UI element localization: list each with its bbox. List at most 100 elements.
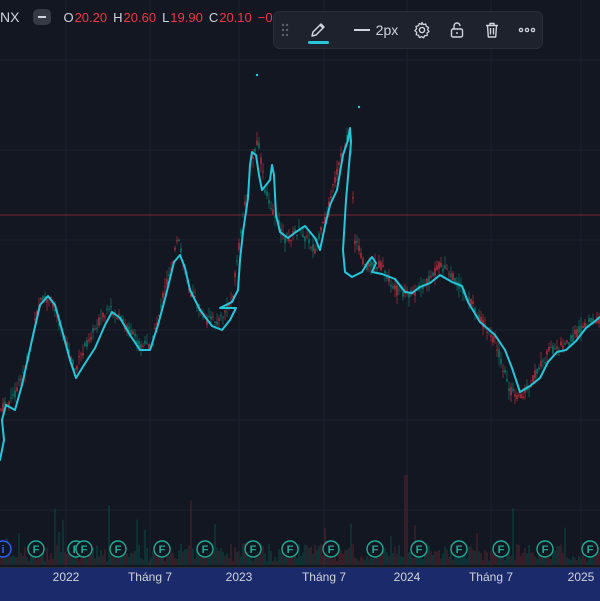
candle-body (78, 356, 80, 358)
candle-body (260, 157, 262, 164)
dividend-marker[interactable]: F (450, 540, 468, 558)
dividend-marker[interactable]: F (410, 540, 428, 558)
line-color-button[interactable] (302, 16, 335, 44)
collapse-legend-button[interactable] (33, 9, 52, 25)
candle-body (196, 307, 198, 309)
dividend-marker[interactable]: F (109, 540, 127, 558)
time-axis[interactable]: 2022 Tháng 7 2023 Tháng 7 2024 Tháng 7 2025 (0, 567, 600, 601)
volume-bar (460, 550, 462, 565)
volume-bar (66, 553, 68, 565)
volume-bar (550, 558, 552, 565)
more-icon (519, 27, 536, 33)
candle-body (574, 330, 576, 335)
volume-bar (30, 552, 32, 565)
candle-body (566, 340, 568, 343)
volume-bar (8, 551, 10, 565)
candle-body (158, 315, 160, 317)
candle-body (588, 318, 590, 323)
dividend-marker[interactable]: F (27, 540, 45, 558)
candle-body (510, 387, 512, 396)
candle-body (380, 261, 382, 271)
brush-drawing[interactable] (0, 127, 600, 461)
candle-body (372, 261, 374, 266)
candle-body (8, 401, 10, 408)
candle-body (486, 331, 488, 333)
delete-button[interactable] (478, 16, 507, 44)
more-button[interactable] (513, 16, 542, 44)
candle-body (584, 322, 586, 328)
candle-body (478, 314, 480, 321)
candle-body (308, 239, 310, 244)
volume-bar (64, 551, 66, 565)
volume-bar (226, 553, 228, 565)
volume-bar (264, 553, 266, 565)
dividend-marker[interactable]: F (75, 540, 93, 558)
dividend-marker[interactable]: F (281, 540, 299, 558)
candle-body (234, 272, 236, 278)
dividend-marker[interactable]: F (366, 540, 384, 558)
candle-body (552, 345, 554, 354)
candle-body (268, 199, 270, 204)
dividend-marker[interactable]: F (196, 540, 214, 558)
candle-body (16, 387, 18, 392)
volume-bar (326, 556, 328, 565)
volume-bar (536, 558, 538, 565)
volume-bar (2, 555, 4, 565)
candle-body (68, 349, 70, 354)
line-width-button[interactable]: 2px (349, 16, 404, 44)
svg-text:F: F (81, 544, 88, 556)
candle-body (564, 343, 566, 346)
volume-bar (400, 556, 402, 565)
candle-body (180, 248, 182, 253)
candle-body (304, 236, 306, 242)
volume-bar (242, 543, 244, 565)
volume-bar (142, 559, 144, 565)
price-chart[interactable]: iFFFFFFFFFFFFFFF (0, 0, 600, 567)
candle-body (318, 233, 320, 239)
volume-bar (296, 558, 298, 565)
candle-body (312, 244, 314, 252)
candle-body (502, 370, 504, 372)
dividend-marker[interactable]: F (581, 540, 599, 558)
candle-body (322, 222, 324, 224)
candle-body (18, 379, 20, 381)
candle-body (550, 346, 552, 348)
dividend-marker[interactable]: F (536, 540, 554, 558)
candle-body (592, 318, 594, 322)
volume-bar (252, 560, 254, 565)
candle-body (274, 216, 276, 218)
candle-body (170, 268, 172, 270)
candle-body (108, 308, 110, 310)
drag-handle-icon[interactable] (278, 23, 292, 37)
volume-bar (132, 552, 134, 565)
lock-button[interactable] (442, 16, 471, 44)
volume-bar (448, 556, 450, 565)
high-value: 20.60 (123, 9, 157, 25)
candle-body (52, 303, 54, 308)
candle-body (446, 268, 448, 270)
volume-bar (524, 547, 526, 565)
candle-body (538, 367, 540, 370)
volume-bar (166, 557, 168, 565)
settings-button[interactable] (407, 16, 436, 44)
trash-icon (486, 22, 499, 38)
info-marker[interactable]: i (0, 540, 12, 558)
volume-bar (162, 554, 164, 565)
volume-bar (68, 544, 70, 565)
dividend-marker[interactable]: F (492, 540, 510, 558)
candle-body (210, 316, 212, 320)
dividend-marker[interactable]: F (322, 540, 340, 558)
dividend-marker[interactable]: F (153, 540, 171, 558)
chart-area[interactable]: iFFFFFFFFFFFFFFF NX O20.20 H20.60 L19.90… (0, 0, 600, 567)
volume-bar (80, 552, 82, 565)
candle-body (548, 347, 550, 352)
volume-bar (18, 533, 20, 565)
candle-body (462, 289, 464, 295)
candle-body (500, 358, 502, 364)
candle-body (516, 395, 518, 400)
volume-bar (392, 553, 394, 565)
dividend-marker[interactable]: F (244, 540, 262, 558)
time-axis-label: Tháng 7 (301, 570, 347, 584)
candle-body (34, 318, 36, 320)
svg-text:F: F (416, 544, 423, 556)
